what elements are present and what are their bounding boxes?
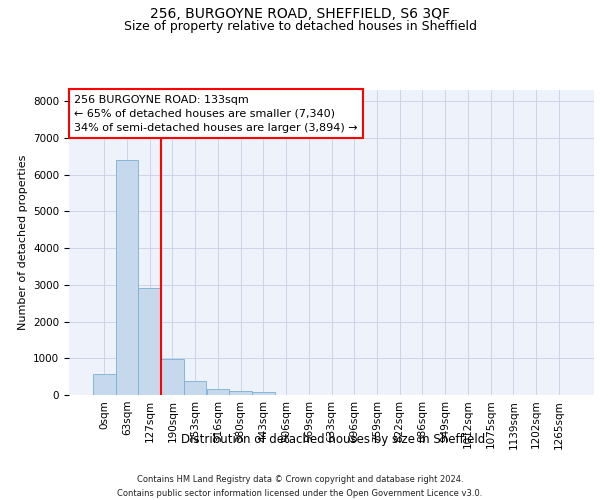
Bar xyxy=(139,288,161,395)
Bar xyxy=(93,374,116,395)
Text: 256 BURGOYNE ROAD: 133sqm
← 65% of detached houses are smaller (7,340)
34% of se: 256 BURGOYNE ROAD: 133sqm ← 65% of detac… xyxy=(74,94,358,132)
Text: Size of property relative to detached houses in Sheffield: Size of property relative to detached ho… xyxy=(124,20,476,33)
Bar xyxy=(229,391,252,395)
Bar xyxy=(206,388,229,395)
Text: Contains HM Land Registry data © Crown copyright and database right 2024.
Contai: Contains HM Land Registry data © Crown c… xyxy=(118,474,482,498)
Bar xyxy=(116,160,139,395)
Text: Distribution of detached houses by size in Sheffield: Distribution of detached houses by size … xyxy=(181,432,485,446)
Bar xyxy=(184,382,206,395)
Y-axis label: Number of detached properties: Number of detached properties xyxy=(17,155,28,330)
Bar xyxy=(161,358,184,395)
Text: 256, BURGOYNE ROAD, SHEFFIELD, S6 3QF: 256, BURGOYNE ROAD, SHEFFIELD, S6 3QF xyxy=(150,8,450,22)
Bar xyxy=(252,392,275,395)
